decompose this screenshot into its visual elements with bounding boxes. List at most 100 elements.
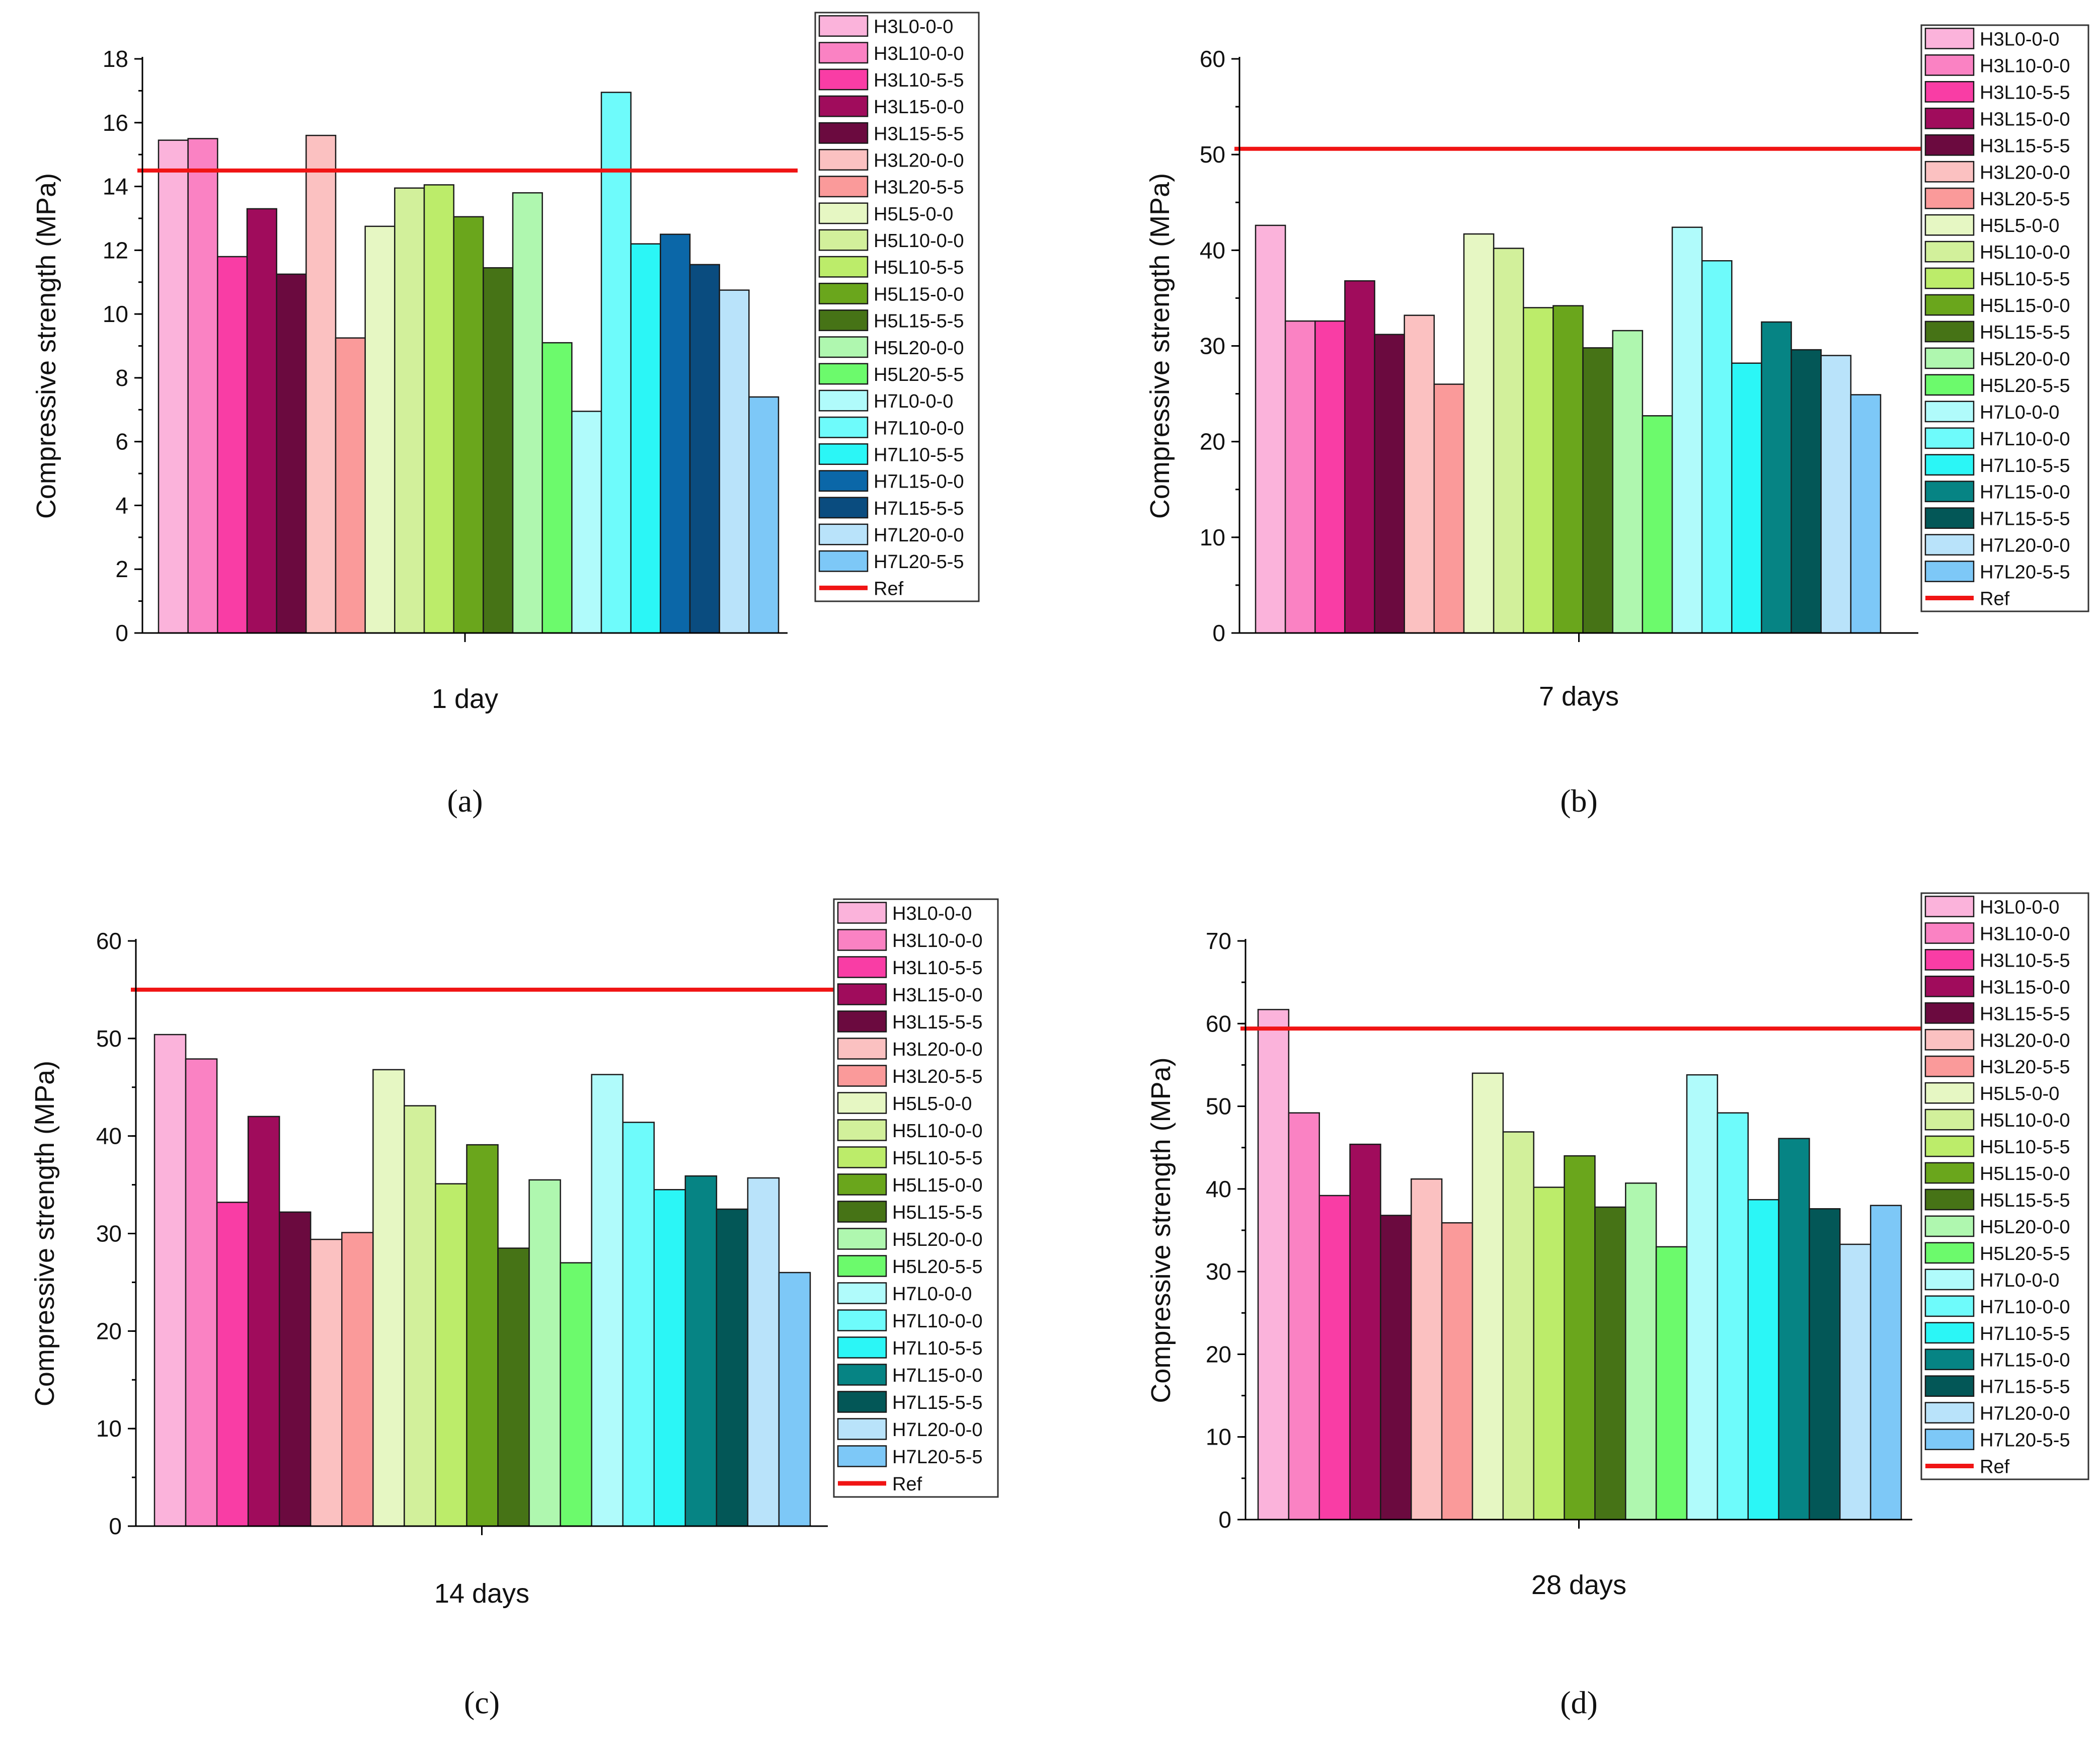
legend-label: H7L10-0-0	[874, 418, 964, 439]
panel-label: (b)	[1560, 783, 1598, 819]
legend-label: H3L20-5-5	[1980, 1057, 2070, 1078]
legend-swatch	[1924, 481, 1975, 503]
legend-swatch	[818, 363, 869, 385]
legend-label: H5L10-0-0	[1980, 242, 2070, 263]
legend-label: H5L15-0-0	[1980, 295, 2070, 316]
legend-label: H3L10-0-0	[1980, 55, 2070, 76]
legend-swatch	[837, 983, 887, 1005]
legend-label: H5L20-0-0	[874, 338, 964, 359]
bar-h5l20-5-5	[541, 342, 573, 634]
legend-swatch	[1924, 1002, 1975, 1024]
legend-label: H3L15-0-0	[1980, 977, 2070, 998]
legend-label: H7L20-5-5	[1980, 562, 2070, 583]
legend-swatch	[837, 1092, 887, 1114]
legend-label: H3L20-5-5	[892, 1066, 983, 1087]
legend-label: H5L20-5-5	[874, 364, 964, 385]
legend-label: H7L0-0-0	[1980, 402, 2059, 423]
bar-h3l10-0-0	[1288, 1112, 1320, 1521]
legend-swatch	[1924, 267, 1975, 289]
legend-label: H5L10-0-0	[874, 230, 964, 252]
legend-swatch	[1924, 1055, 1975, 1077]
bar-h3l15-0-0	[246, 208, 277, 634]
legend-label: H3L15-5-5	[874, 123, 964, 144]
bar-h7l15-0-0	[684, 1175, 718, 1527]
legend-swatch	[818, 15, 869, 37]
legend-swatch	[1924, 1429, 1975, 1450]
legend-label: H3L10-0-0	[892, 930, 983, 952]
chart-panel-1: 0 2 4 6 8 10 12 14 16 18 1 day Compressive strength…	[31, 12, 980, 819]
bar-h5l10-5-5	[1533, 1186, 1565, 1521]
legend-label: H7L10-5-5	[892, 1338, 983, 1359]
legend: H3L0-0-0 H3L10-0-0 H3L10-5-5 H3L15-0-0 H3L15…	[1920, 24, 2089, 612]
bar-h7l20-0-0	[719, 289, 750, 634]
legend-label: H3L0-0-0	[892, 903, 972, 924]
legend-swatch	[1924, 374, 1975, 396]
bar-h3l0-0-0	[1255, 224, 1286, 634]
legend-swatch	[837, 1309, 887, 1331]
legend-swatch	[818, 42, 869, 64]
bar-h3l20-5-5	[1441, 1222, 1473, 1521]
y-axis-label: Compressive strength (MPa)	[31, 173, 61, 519]
legend-swatch	[1924, 1135, 1975, 1157]
bar-h7l10-5-5	[653, 1189, 686, 1527]
legend-label: H5L15-0-0	[874, 284, 964, 305]
bar-h3l20-0-0	[305, 134, 337, 634]
legend-swatch	[1924, 1402, 1975, 1423]
chart-panel-2: 0 10 20 30 40 50 60 7 days Compressive strength …	[1145, 24, 2089, 819]
y-tick-label: 60	[96, 928, 122, 954]
legend-swatch	[818, 470, 869, 492]
bar-h5l10-0-0	[1493, 248, 1524, 634]
bar-h7l20-0-0	[747, 1177, 780, 1527]
legend-swatch	[837, 1119, 887, 1141]
legend-swatch	[837, 1336, 887, 1359]
bar-h7l0-0-0	[591, 1074, 624, 1527]
legend-swatch	[818, 122, 869, 144]
bar-h3l15-0-0	[247, 1116, 280, 1527]
bar-h5l10-0-0	[404, 1105, 436, 1527]
legend-label: H5L10-0-0	[1980, 1110, 2070, 1131]
legend-swatch	[837, 1391, 887, 1413]
y-axis-label: Compressive strength (MPa)	[30, 1061, 60, 1406]
legend-swatch	[837, 1010, 887, 1033]
legend-label: H7L15-5-5	[1980, 509, 2070, 530]
legend-swatch	[818, 202, 869, 224]
y-tick-label: 30	[96, 1221, 122, 1247]
legend-swatch	[818, 256, 869, 278]
y-tick-label: 16	[103, 110, 128, 136]
bar-h3l20-0-0	[1404, 314, 1435, 634]
legend-label: H3L10-0-0	[874, 43, 964, 64]
bar-h5l10-0-0	[1502, 1131, 1534, 1521]
legend-swatch	[1924, 28, 1975, 49]
legend-label: H7L20-0-0	[874, 525, 964, 546]
bar-h5l5-0-0	[1463, 233, 1495, 634]
legend-swatch	[1924, 922, 1975, 944]
legend-label: H7L20-5-5	[874, 551, 964, 573]
bar-h7l15-0-0	[1778, 1138, 1810, 1521]
bar-h5l15-5-5	[483, 267, 514, 634]
legend-label: H5L20-0-0	[1980, 1217, 2070, 1238]
bar-h5l20-0-0	[528, 1179, 561, 1527]
bar-h3l20-5-5	[1433, 383, 1465, 634]
legend-label: H3L10-5-5	[874, 70, 964, 91]
legend-swatch	[818, 389, 869, 412]
bar-h5l10-5-5	[1523, 307, 1554, 634]
legend-swatch	[1924, 561, 1975, 582]
legend-label: H7L10-0-0	[892, 1311, 983, 1332]
bar-h5l15-5-5	[1582, 347, 1613, 634]
legend-swatch	[1924, 1108, 1975, 1131]
legend-swatch	[818, 523, 869, 545]
legend-swatch	[1924, 187, 1975, 209]
legend-swatch	[1924, 321, 1975, 343]
legend-swatch	[818, 68, 869, 91]
legend-label: H7L15-5-5	[874, 498, 964, 519]
y-tick-label: 18	[103, 46, 128, 72]
legend-label: H5L20-0-0	[892, 1229, 983, 1250]
legend-swatch	[1924, 427, 1975, 449]
legend-label: H5L15-5-5	[1980, 1190, 2070, 1211]
legend-label: H3L15-5-5	[1980, 1003, 2070, 1024]
bar-h3l0-0-0	[1257, 1009, 1290, 1521]
legend-label: H3L20-0-0	[1980, 1030, 2070, 1051]
legend-label: H7L0-0-0	[874, 391, 953, 412]
legend-label: H5L20-5-5	[892, 1256, 983, 1278]
legend-label: Ref	[1980, 1457, 2010, 1478]
